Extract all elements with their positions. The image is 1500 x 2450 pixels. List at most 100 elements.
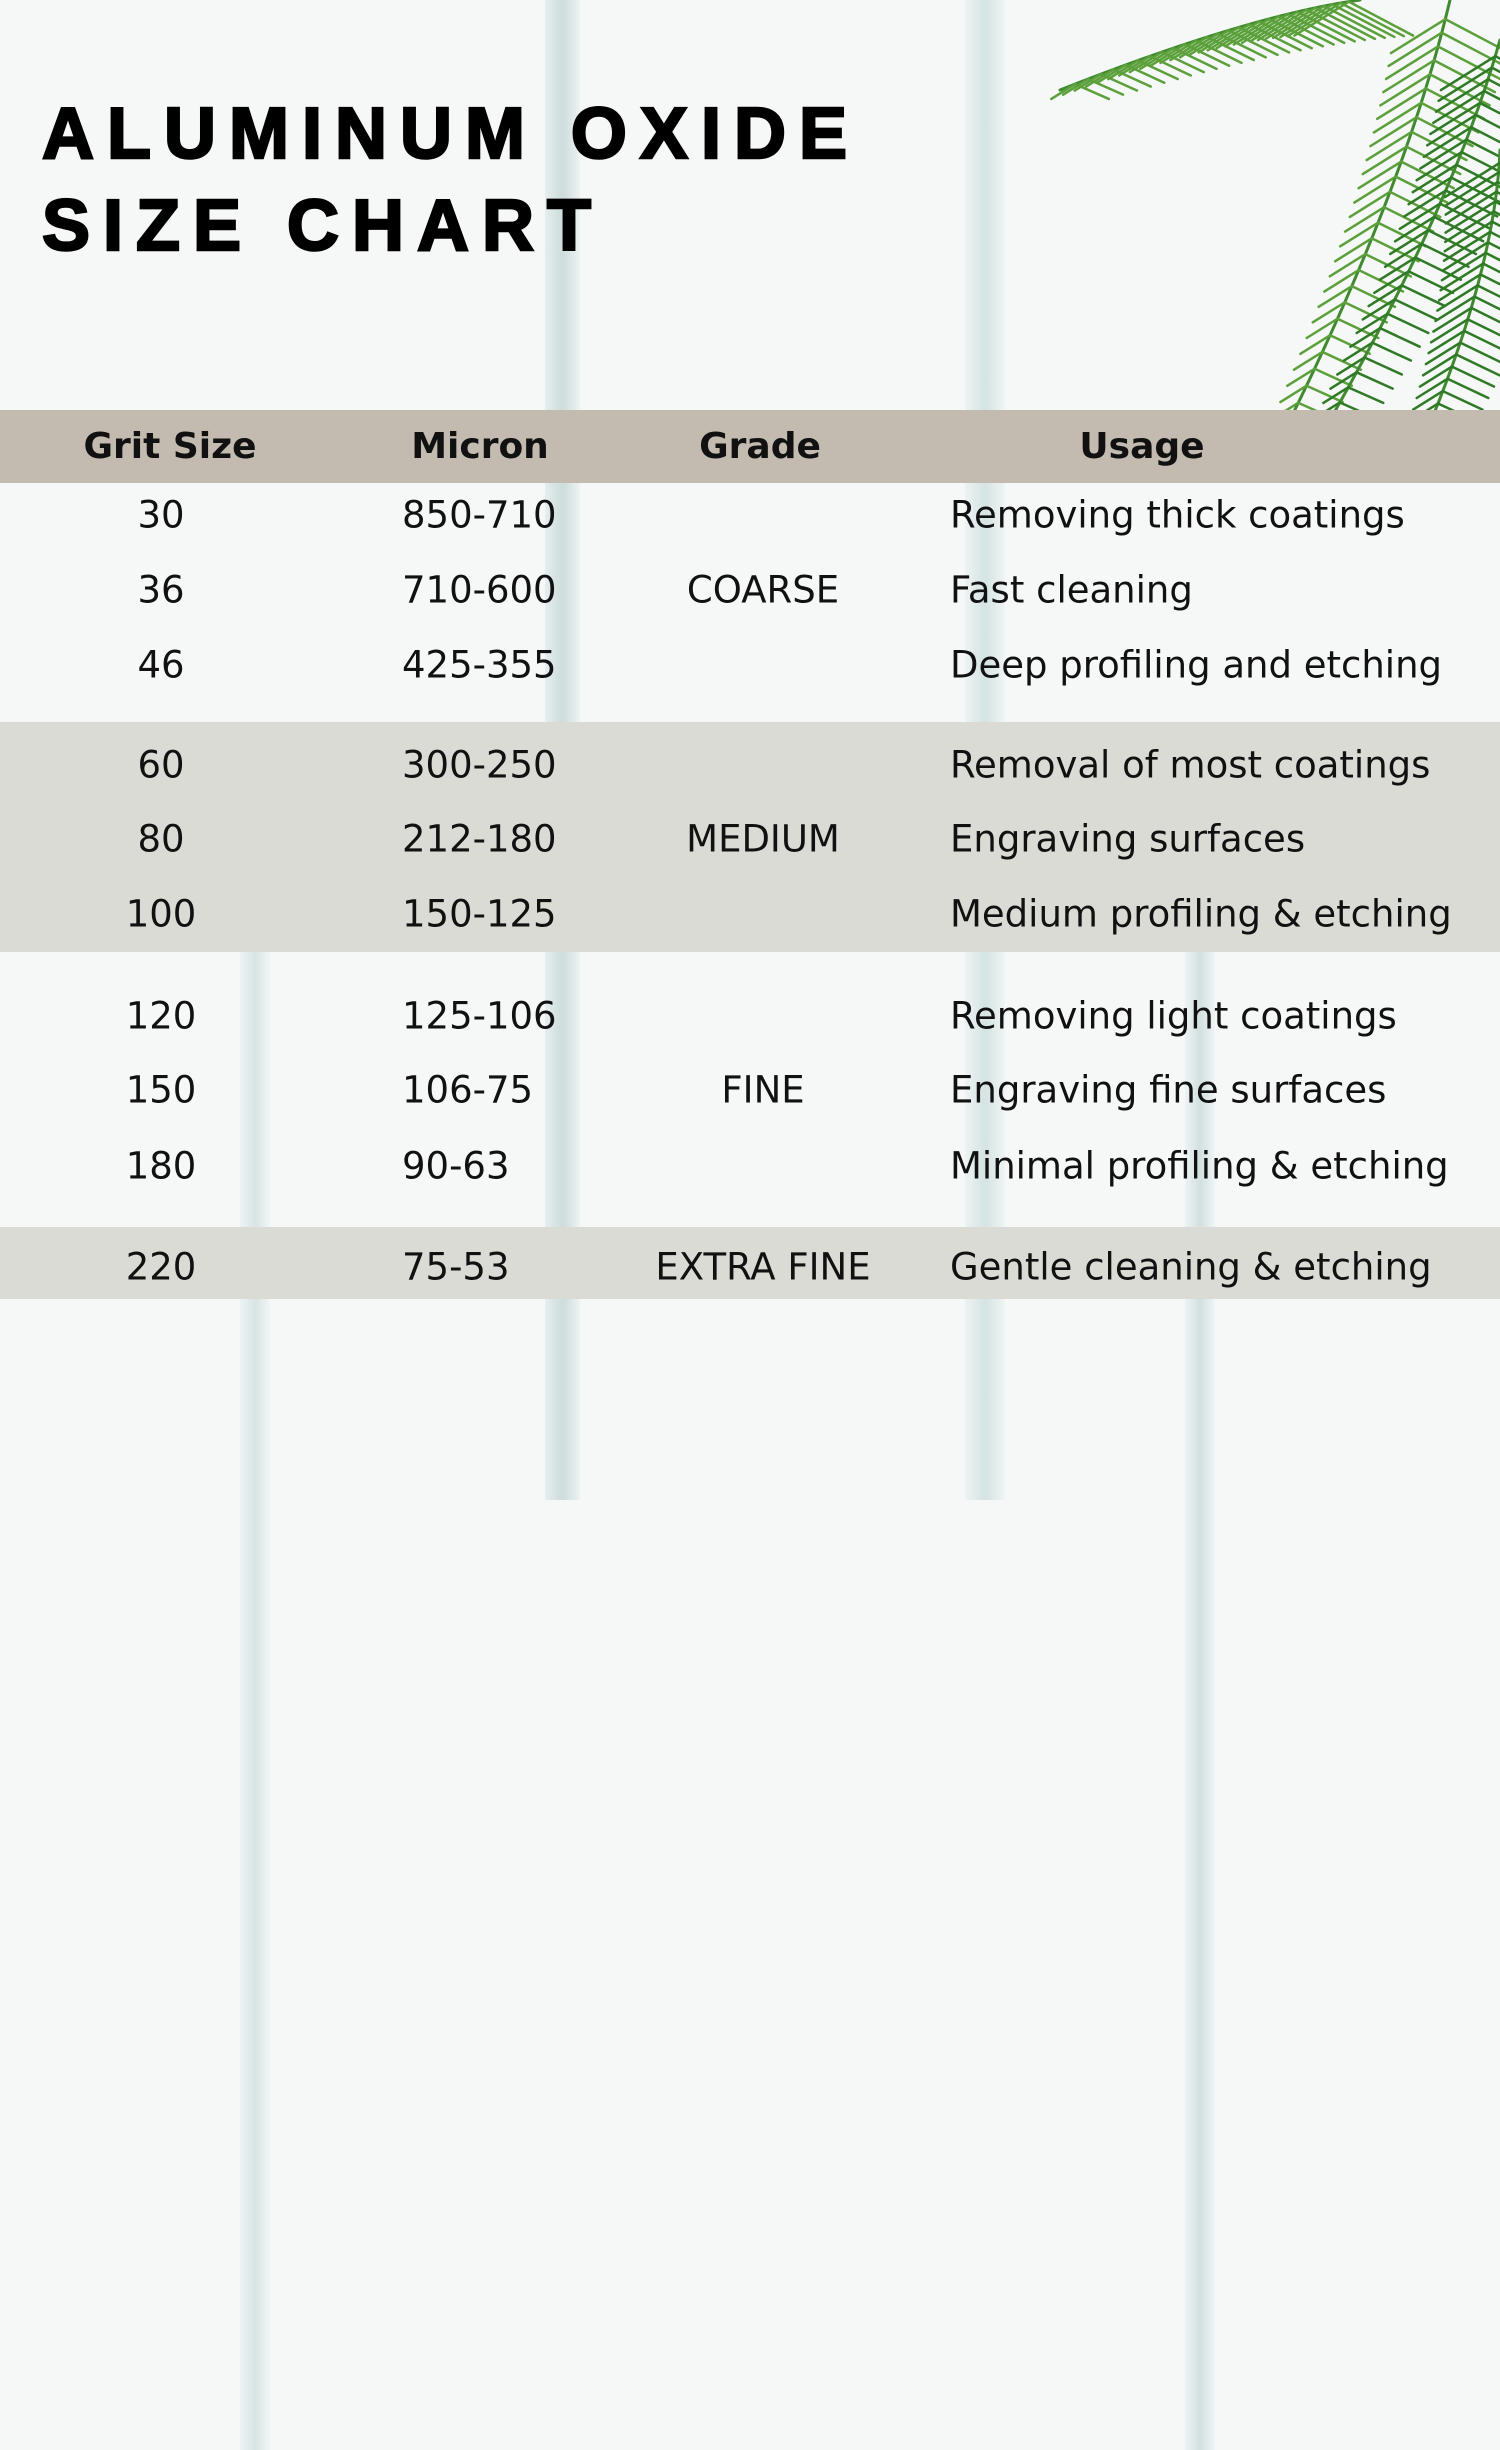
palm-leaflet — [1394, 175, 1449, 204]
grit-cell: 30 — [137, 493, 185, 537]
palm-leaflet — [1389, 17, 1447, 55]
palm-leaflet — [1421, 353, 1458, 377]
micron-cell: 150-125 — [402, 892, 557, 936]
usage-cell: Removing thick coatings — [950, 493, 1405, 537]
palm-leaflet — [1479, 273, 1500, 286]
palm-leaflet — [1169, 35, 1209, 62]
palm-leaflet — [1188, 29, 1230, 57]
palm-leaflet — [1449, 176, 1500, 204]
palm-leaflet — [1403, 189, 1447, 218]
palm-leaflet — [1444, 190, 1498, 225]
palm-leaflet — [1378, 326, 1421, 348]
micron-cell: 106-75 — [402, 1068, 534, 1112]
palm-leaflet — [1378, 256, 1417, 281]
grit-cell: 100 — [125, 892, 197, 936]
palm-leaflet — [1107, 59, 1140, 81]
palm-leaflet — [1099, 72, 1139, 92]
palm-leaflet — [1311, 301, 1347, 324]
usage-cell: Deep profiling and etching — [950, 643, 1443, 687]
grit-cell: 80 — [137, 817, 185, 861]
palm-frond-stem — [1328, 38, 1500, 422]
palm-leaflet — [1112, 68, 1152, 88]
palm-leaflet — [1355, 371, 1394, 390]
palm-leaflet — [1323, 268, 1360, 293]
palm-leaflet — [1426, 229, 1478, 256]
palm-leaflet — [1470, 306, 1500, 324]
palm-leaflet — [1383, 242, 1424, 269]
grit-cell: 220 — [125, 1245, 197, 1289]
palm-leaflet — [1305, 384, 1344, 404]
palm-leaflet — [1443, 161, 1500, 199]
palm-leaflet — [1432, 89, 1486, 125]
palm-leaflet — [1482, 89, 1500, 101]
palm-leaflet — [1347, 0, 1415, 37]
palm-leaflet — [1314, 6, 1377, 41]
palm-leaflet — [1444, 200, 1497, 234]
palm-leaflet — [1322, 4, 1387, 40]
palm-leaflet — [1379, 73, 1432, 107]
palm-leaflet — [1444, 171, 1500, 207]
palm-leaflet — [1387, 31, 1444, 68]
table-header — [0, 410, 1500, 483]
palm-leaflet — [1432, 215, 1485, 243]
palm-leaflet — [1136, 59, 1179, 81]
palm-leaflet — [1361, 298, 1397, 321]
palm-leaflet — [1279, 3, 1334, 39]
palm-leaflet — [1439, 54, 1497, 92]
palm-leaflet — [1474, 113, 1500, 130]
palm-leaflet — [1367, 284, 1404, 308]
palm-leaflet — [1313, 367, 1354, 388]
palm-leaflet — [1437, 273, 1482, 302]
palm-leaflet — [1349, 326, 1382, 348]
palm-leaflet — [1382, 205, 1435, 233]
palm-leaflet — [1400, 284, 1447, 308]
palm-leaflet — [1361, 145, 1408, 176]
palm-leaflet — [1444, 180, 1499, 216]
palm-leaflet — [1347, 386, 1385, 405]
palm-leaflet — [1124, 63, 1166, 84]
palm-leaflet — [1339, 1, 1406, 38]
palm-leaflet — [1376, 221, 1428, 248]
palm-leaflet — [1429, 101, 1482, 136]
micron-cell: 125-106 — [402, 994, 557, 1038]
palm-leaflet — [1437, 66, 1494, 103]
palm-leaflet — [1466, 318, 1500, 337]
palm-leaflet — [1096, 63, 1128, 84]
grit-cell: 36 — [137, 568, 185, 612]
group-band-extra-fine — [0, 1227, 1500, 1299]
grade-label: FINE — [721, 1068, 805, 1112]
palm-leaflet — [1459, 341, 1500, 364]
usage-cell: Minimal profiling & etching — [950, 1144, 1449, 1188]
palm-leaflet — [1343, 205, 1386, 233]
grit-cell: 150 — [125, 1068, 197, 1112]
palm-leaflet — [1441, 389, 1484, 411]
usage-cell: Removal of most coatings — [950, 743, 1431, 787]
header-micron: Micron — [411, 426, 549, 467]
micron-cell: 710-600 — [402, 568, 557, 612]
palm-leaflet — [1237, 26, 1291, 54]
grit-cell: 46 — [137, 643, 185, 687]
palm-leaflet — [1481, 262, 1500, 274]
palm-leaflet — [1407, 270, 1455, 295]
palm-leaflet — [1393, 215, 1436, 243]
palm-leaflet — [1353, 175, 1397, 204]
palm-leaflet — [1419, 138, 1468, 170]
palm-leaflet — [1348, 190, 1392, 219]
palm-leaflet — [1286, 367, 1316, 388]
palm-leaflet — [1172, 46, 1218, 71]
palm-leaflet — [1422, 126, 1473, 159]
palm-leaflet — [1322, 386, 1350, 405]
palm-leaflet — [1073, 82, 1111, 101]
palm-leaflet — [1299, 334, 1332, 356]
palm-leaflet — [1257, 20, 1314, 50]
usage-cell: Medium profiling & etching — [950, 892, 1452, 936]
grade-label: MEDIUM — [686, 817, 840, 861]
palm-leaflet — [1216, 32, 1267, 59]
header-grit-size: Grit Size — [83, 426, 257, 467]
palm-leaflet — [1376, 87, 1427, 121]
palm-leaflet — [1434, 295, 1476, 323]
palm-leaflet — [1357, 160, 1403, 190]
palm-leaflet — [1432, 306, 1473, 333]
palm-leaflet — [1388, 190, 1442, 219]
palm-leaflet — [1328, 252, 1367, 278]
